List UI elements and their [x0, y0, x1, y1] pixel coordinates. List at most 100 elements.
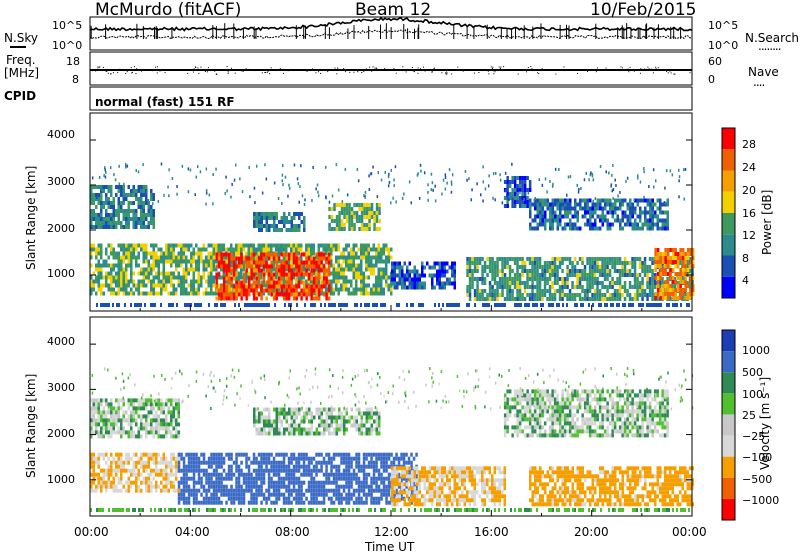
power-cell [270, 280, 273, 285]
vel-cell [90, 426, 93, 431]
power-scatter [466, 178, 468, 182]
power-cell [100, 197, 103, 201]
vel-cell [170, 472, 173, 477]
power-cell [576, 218, 579, 223]
power-cell [215, 247, 218, 252]
vel-cell [105, 398, 108, 403]
power-cell [648, 257, 652, 261]
power-cell [531, 265, 534, 269]
power-cell [653, 285, 657, 289]
power-cell [390, 291, 393, 296]
power-cell [646, 281, 649, 285]
vel-cell [135, 398, 138, 403]
power-cell [325, 287, 328, 292]
power-cell [272, 256, 276, 261]
power-cell [508, 184, 512, 188]
vel-cell [97, 430, 100, 435]
power-cell [668, 265, 672, 269]
vel-cell [202, 484, 206, 489]
power-cell [606, 210, 609, 215]
power-cell [262, 279, 265, 284]
nave-dot [445, 70, 447, 72]
power-cell [222, 284, 226, 289]
power-cell [618, 273, 622, 277]
power-cell [345, 255, 348, 260]
power-cell [571, 285, 574, 289]
power-scatter [356, 167, 359, 171]
vel-cell [90, 480, 93, 485]
power-cell [518, 188, 522, 192]
vel-cell [162, 452, 165, 457]
vel-cell [157, 406, 160, 411]
power-cell [293, 224, 296, 228]
power-cell [559, 214, 562, 219]
power-cell [237, 260, 241, 265]
power-cell [280, 252, 283, 257]
nave-dot [133, 66, 135, 68]
vel-cell [122, 430, 125, 435]
power-cell [538, 297, 542, 301]
vel-cell [115, 488, 118, 493]
power-cell [227, 280, 231, 285]
power-cell [310, 296, 313, 301]
power-cell [220, 288, 223, 293]
vel-cell [135, 418, 138, 423]
power-ground [188, 303, 190, 307]
power-cell [533, 257, 537, 261]
power-cell [215, 276, 218, 281]
power-scatter [482, 199, 484, 203]
power-cell [571, 281, 574, 285]
power-cell [117, 189, 120, 193]
power-ground [108, 303, 110, 307]
power-cell [285, 288, 288, 293]
power-cell [260, 268, 263, 273]
power-cell [337, 259, 340, 264]
vel-cell [145, 434, 148, 439]
vel-cell [152, 430, 155, 435]
power-cell [591, 273, 594, 277]
power-cell [576, 273, 579, 277]
power-cell [481, 277, 484, 281]
power-cell [347, 243, 350, 248]
power-cell [330, 259, 333, 264]
power-cell [659, 288, 662, 292]
power-cell [628, 285, 632, 289]
power-cell [598, 297, 602, 301]
power-cell [533, 261, 537, 265]
power-cell [298, 228, 301, 232]
power-cell [541, 214, 544, 219]
power-cell [157, 283, 160, 288]
power-cell [97, 251, 100, 256]
power-cell [493, 281, 497, 285]
power-cell [661, 289, 664, 293]
power-ground [346, 303, 348, 307]
power-cell [608, 293, 612, 297]
power-cell [112, 247, 115, 252]
power-cell [601, 273, 604, 277]
power-cell [90, 217, 93, 221]
power-cell [105, 259, 108, 264]
power-cell [533, 277, 537, 281]
power-cell [534, 202, 537, 207]
power-cell [370, 247, 373, 252]
power-scatter [304, 198, 306, 202]
power-scatter [564, 201, 566, 205]
power-cell [631, 210, 634, 215]
power-cell [112, 221, 115, 225]
power-cell [142, 221, 145, 225]
power-cell [347, 263, 350, 268]
power-cell [287, 292, 291, 297]
power-cell [406, 269, 409, 274]
power-cell [641, 265, 644, 269]
power-cell [130, 255, 133, 260]
power-cell [332, 279, 335, 284]
power-cell [92, 271, 95, 276]
power-cell [350, 211, 354, 215]
power-cell [448, 265, 451, 270]
vel-cell [150, 406, 153, 411]
power-cell [348, 203, 351, 207]
power-cell [363, 227, 366, 231]
power-cell [656, 284, 660, 288]
power-cell [205, 287, 208, 292]
power-cell [95, 255, 98, 260]
